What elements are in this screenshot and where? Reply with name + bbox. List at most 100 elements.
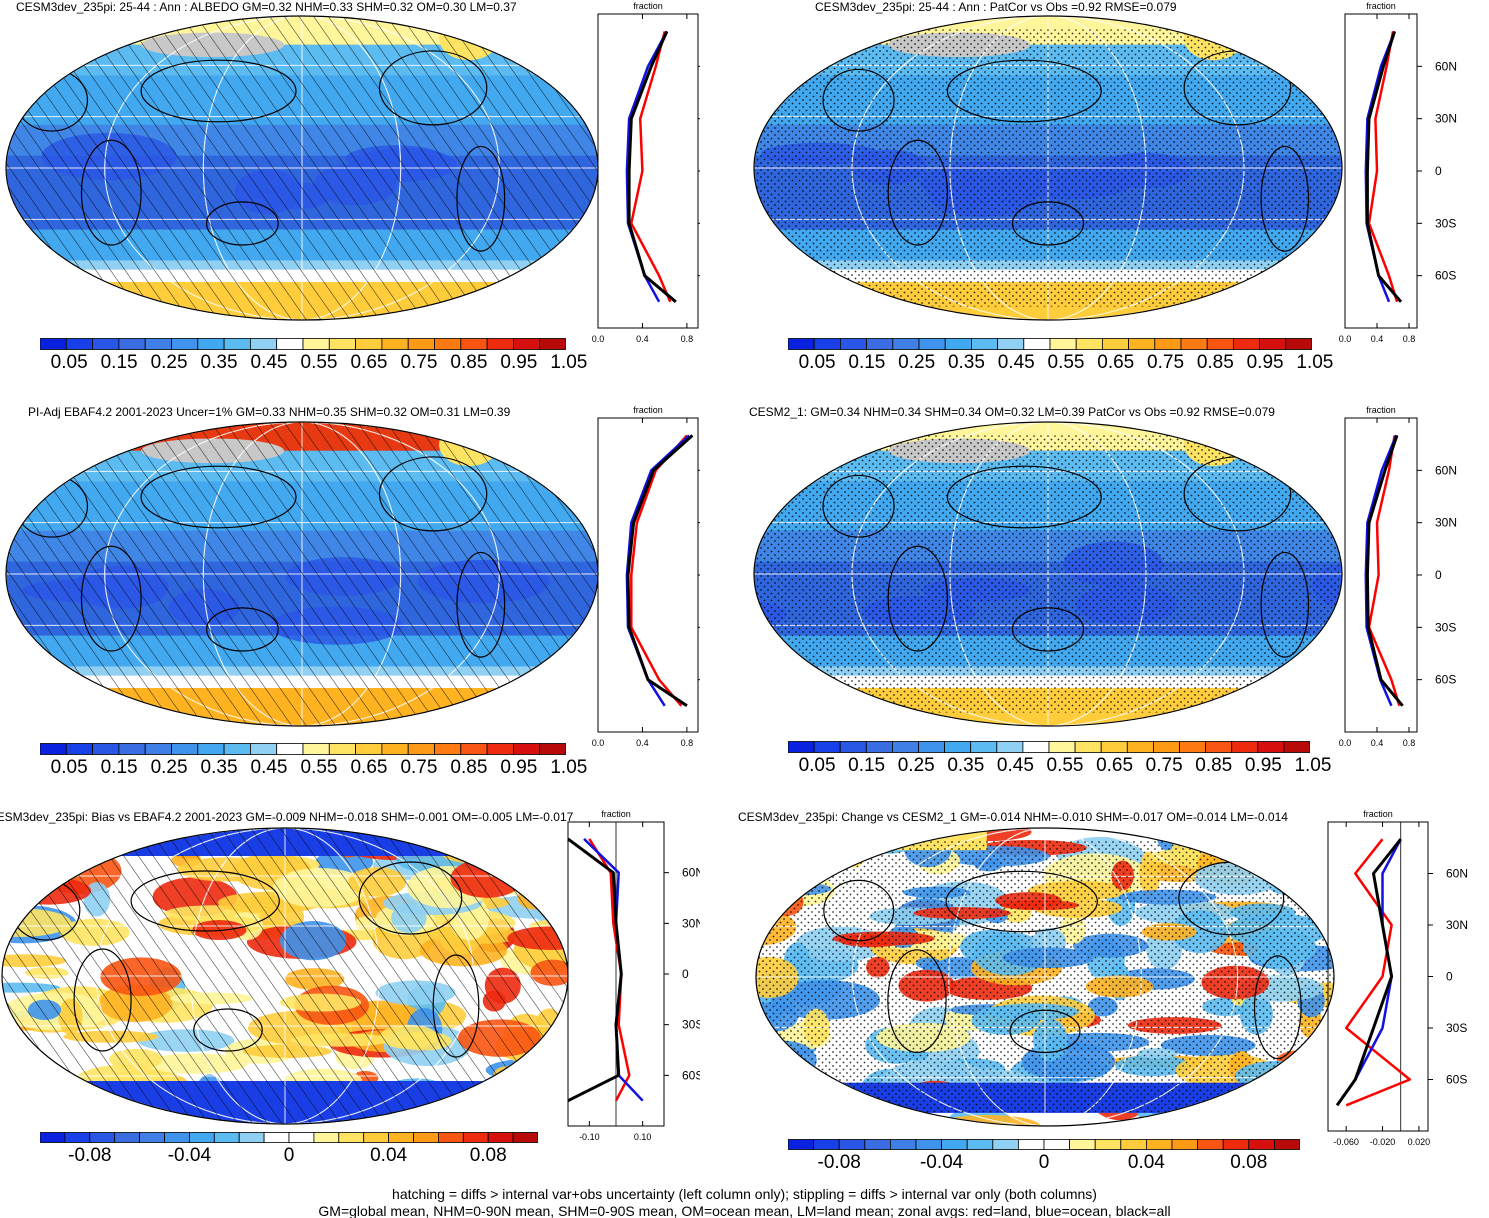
colorbar <box>788 741 1310 753</box>
colorbar-tick-label: 0.35 <box>947 755 985 776</box>
colorbar-tick-label: 0 <box>283 1145 295 1166</box>
colorbar-swatch <box>788 741 815 753</box>
colorbar-labels: -0.08 -0.04 0 0.04 0.08 <box>788 1152 1300 1176</box>
latitude-tick-label: 0 <box>1446 970 1453 984</box>
zonal-axis-title: fraction <box>1366 1 1396 11</box>
colorbar-tick-label: 0.75 <box>1145 755 1183 776</box>
colorbar-swatch <box>1180 338 1208 350</box>
colorbar-tick-label: 0.08 <box>469 1145 507 1166</box>
colorbar-swatch <box>197 743 225 755</box>
colorbar-swatch <box>144 743 172 755</box>
colorbar-swatch <box>788 338 815 350</box>
colorbar-swatch <box>437 1132 464 1143</box>
colorbar-tick-label: 0.45 <box>996 755 1034 776</box>
colorbar-tick-label: 0.95 <box>1246 352 1284 373</box>
colorbar-swatch <box>1094 1139 1122 1150</box>
latitude-tick-label: 60S <box>1435 269 1456 283</box>
colorbar-swatch <box>460 338 488 350</box>
latitude-tick-label: 60S <box>1435 673 1456 687</box>
footer-note-2: GM=global mean, NHM=0-90N mean, SHM=0-90… <box>318 1203 1171 1218</box>
colorbar-swatch <box>813 741 841 753</box>
robinson-map <box>5 15 599 321</box>
colorbar-swatch <box>1017 1139 1045 1150</box>
colorbar-tick-label: 0.15 <box>848 755 886 776</box>
colorbar-swatch <box>970 741 998 753</box>
colorbar-swatch <box>40 743 67 755</box>
colorbar-swatch <box>997 338 1025 350</box>
zonal-line-ocean <box>1364 434 1398 707</box>
colorbar-swatch <box>1285 338 1312 350</box>
colorbar <box>40 338 566 350</box>
colorbar-swatch <box>164 1132 190 1143</box>
latitude-tick-label: 30S <box>1435 620 1456 634</box>
colorbar-swatch <box>434 743 462 755</box>
zonal-line-all <box>567 837 623 1103</box>
colorbar-swatch <box>1048 741 1076 753</box>
colorbar-tick-label: 0.25 <box>150 352 188 373</box>
colorbar-tick-label: 0.45 <box>250 352 288 373</box>
colorbar-swatch <box>486 338 514 350</box>
colorbar-swatch <box>788 1139 815 1150</box>
zonal-x-tick-label: 0.020 <box>1408 1137 1431 1147</box>
robinson-map <box>753 421 1343 727</box>
colorbar-swatch <box>171 338 199 350</box>
colorbar-swatch <box>1128 338 1156 350</box>
colorbar-swatch <box>966 1139 994 1150</box>
colorbar-swatch <box>434 338 462 350</box>
colorbar-swatch <box>92 338 120 350</box>
colorbar-tick-label: 0.55 <box>300 352 338 373</box>
colorbar-tick-label: -0.04 <box>167 1145 212 1166</box>
robinson-map <box>755 827 1335 1127</box>
zonal-axis-title: fraction <box>601 809 631 819</box>
colorbar-tick-label: 0.05 <box>50 352 88 373</box>
colorbar-swatch <box>40 1132 66 1143</box>
colorbar-swatch <box>1120 1139 1147 1150</box>
zonal-x-tick-label: 0.0 <box>592 738 605 748</box>
panel-title: CESM2_1: GM=0.34 NHM=0.34 SHM=0.34 OM=0.… <box>749 405 1275 419</box>
zonal-line-ocean <box>1364 30 1396 303</box>
zonal-line-ocean <box>625 30 668 303</box>
colorbar-swatch <box>865 741 893 753</box>
colorbar <box>40 743 566 755</box>
colorbar-swatch <box>1248 1139 1275 1150</box>
colorbar-tick-label: 0.75 <box>400 757 438 778</box>
colorbar-swatch <box>1231 741 1259 753</box>
zonal-line-all <box>1365 434 1404 707</box>
colorbar-tick-label: 0.04 <box>370 1145 408 1166</box>
colorbar-swatch <box>118 743 146 755</box>
colorbar-swatch <box>892 338 920 350</box>
zonal-x-tick-label: 0.8 <box>681 738 694 748</box>
colorbar-swatch <box>539 743 566 755</box>
colorbar-swatch <box>892 741 919 753</box>
colorbar-swatch <box>1206 338 1234 350</box>
footer-note-1: hatching = diffs > internal var+obs unce… <box>392 1186 1097 1202</box>
colorbar-swatch <box>1222 1139 1250 1150</box>
colorbar-tick-label: 0.45 <box>997 352 1035 373</box>
panel-title: CESM3dev_235pi: Bias vs EBAF4.2 2001-202… <box>0 810 574 824</box>
zonal-line-land <box>630 434 688 707</box>
colorbar-tick-label: 0.55 <box>300 757 338 778</box>
zonal-x-tick-label: 0.4 <box>1371 334 1384 344</box>
colorbar-labels: -0.08 -0.04 0 0.04 0.08 <box>40 1145 538 1169</box>
colorbar-swatch <box>512 338 541 350</box>
colorbar-swatch <box>114 1132 140 1143</box>
latitude-tick-label: 30N <box>1446 918 1468 932</box>
zonal-line-all <box>626 434 694 708</box>
zonal-line-land <box>1367 435 1401 707</box>
colorbar-swatch <box>1205 741 1233 753</box>
zonal-mean-plot: fraction 60N 30N 0 30S 60S -0.10 0.10 <box>567 809 700 1142</box>
zonal-line-all <box>1365 30 1403 303</box>
colorbar-swatch <box>64 1132 91 1143</box>
colorbar-tick-label: 1.05 <box>550 352 588 373</box>
zonal-x-tick-label: 0.4 <box>1371 738 1384 748</box>
colorbar-swatch <box>840 338 868 350</box>
latitude-tick-label: 0 <box>1435 164 1442 178</box>
colorbar-swatch <box>460 743 488 755</box>
colorbar <box>788 338 1312 350</box>
colorbar-tick-label: 0.55 <box>1046 755 1084 776</box>
colorbar-swatch <box>1259 338 1287 350</box>
latitude-tick-label: 0 <box>682 967 689 981</box>
colorbar-swatch <box>918 741 946 753</box>
